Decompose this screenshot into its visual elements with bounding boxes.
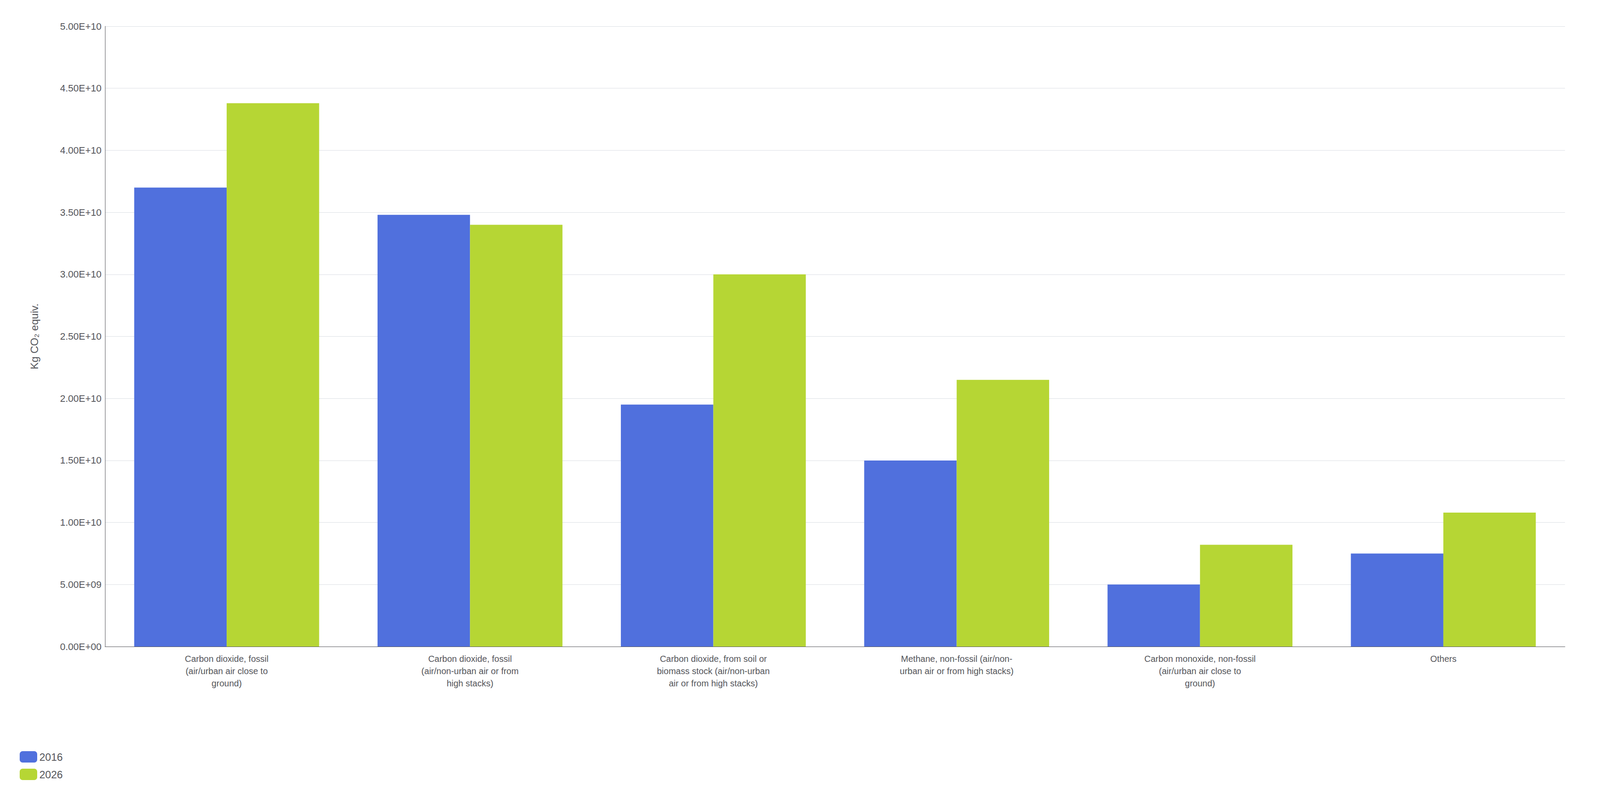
- svg-text:3.00E+10: 3.00E+10: [59, 268, 102, 280]
- svg-text:biomass stock (air/non-urban: biomass stock (air/non-urban: [656, 665, 770, 676]
- svg-text:5.00E+09: 5.00E+09: [59, 578, 102, 590]
- svg-text:0.00E+00: 0.00E+00: [59, 640, 102, 652]
- svg-text:2016: 2016: [39, 750, 63, 763]
- svg-text:2.00E+10: 2.00E+10: [59, 392, 102, 404]
- svg-text:(air/urban air close to: (air/urban air close to: [1158, 665, 1242, 676]
- svg-text:4.00E+10: 4.00E+10: [59, 144, 102, 156]
- svg-text:Carbon dioxide, fossil: Carbon dioxide, fossil: [184, 653, 269, 664]
- svg-text:(air/non-urban air or from: (air/non-urban air or from: [421, 665, 519, 676]
- svg-text:air or from high stacks): air or from high stacks): [668, 678, 758, 688]
- svg-text:ground): ground): [211, 678, 242, 688]
- svg-text:2026: 2026: [39, 768, 63, 781]
- svg-text:1.50E+10: 1.50E+10: [59, 454, 102, 466]
- svg-text:Carbon dioxide, from soil or: Carbon dioxide, from soil or: [659, 653, 767, 664]
- svg-text:3.50E+10: 3.50E+10: [59, 206, 102, 218]
- svg-text:Kg CO₂ equiv.: Kg CO₂ equiv.: [28, 303, 41, 369]
- svg-text:ground): ground): [1184, 678, 1215, 688]
- svg-text:1.00E+10: 1.00E+10: [59, 516, 102, 528]
- svg-text:Methane, non-fossil (air/non-: Methane, non-fossil (air/non-: [900, 653, 1013, 664]
- svg-text:urban air or from high stacks): urban air or from high stacks): [899, 665, 1014, 676]
- svg-text:2.50E+10: 2.50E+10: [59, 330, 102, 342]
- svg-text:5.00E+10: 5.00E+10: [59, 21, 102, 32]
- svg-text:high stacks): high stacks): [446, 678, 494, 688]
- svg-text:4.50E+10: 4.50E+10: [59, 82, 102, 94]
- svg-text:(air/urban air close to: (air/urban air close to: [185, 665, 268, 676]
- svg-text:Carbon dioxide, fossil: Carbon dioxide, fossil: [428, 653, 512, 664]
- svg-text:Carbon monoxide, non-fossil: Carbon monoxide, non-fossil: [1144, 653, 1256, 664]
- svg-text:Others: Others: [1430, 653, 1457, 664]
